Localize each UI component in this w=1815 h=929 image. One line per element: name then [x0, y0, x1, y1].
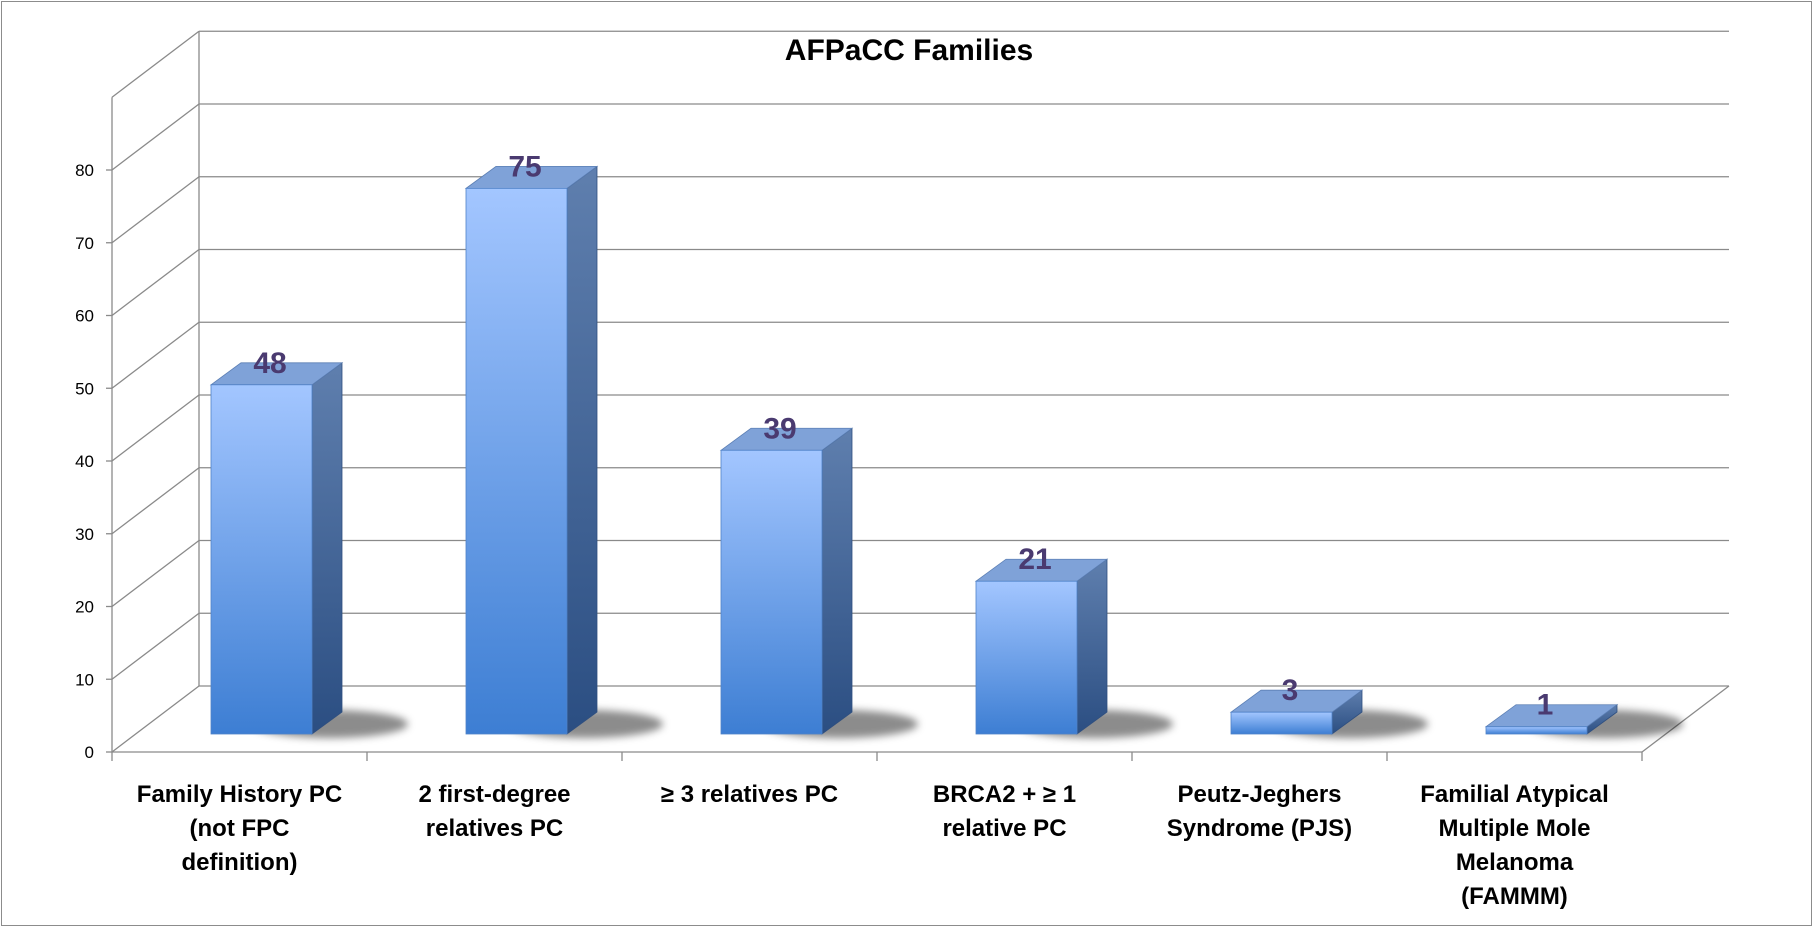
y-tick-label: 80	[75, 161, 94, 180]
x-tick-label: ≥ 3 relatives PC	[661, 781, 838, 808]
y-tick-label: 30	[75, 525, 94, 544]
gridline-side	[111, 176, 200, 244]
bar	[465, 187, 568, 735]
bar-side	[311, 362, 343, 735]
x-tick-label: Peutz-Jeghers Syndrome (PJS)	[1167, 781, 1352, 842]
bar	[1230, 711, 1333, 735]
data-label: 48	[253, 347, 286, 380]
bar-side	[566, 165, 598, 735]
x-tick-label-line: Familial Atypical	[1420, 781, 1609, 808]
x-tick-label-line: (not FPC	[190, 815, 290, 842]
y-tick-label: 0	[85, 743, 94, 762]
data-label: 3	[1282, 674, 1299, 707]
x-tick-label-line: relative PC	[942, 815, 1066, 842]
gridline-side	[111, 685, 200, 753]
x-tick-label-line: 2 first-degree	[418, 781, 570, 808]
x-tick-label-line: definition)	[182, 849, 298, 876]
bar-side	[821, 427, 853, 735]
data-label: 21	[1018, 543, 1051, 576]
floor-edge	[1641, 685, 1730, 753]
x-tick-label: 2 first-degree relatives PC	[418, 781, 570, 842]
data-label: 75	[508, 150, 541, 183]
y-tick-label: 20	[75, 598, 94, 617]
x-tick-label-line: (FAMMM)	[1461, 883, 1568, 910]
gridline-side	[111, 394, 200, 462]
bar	[1485, 726, 1588, 735]
y-tick-label: 60	[75, 307, 94, 326]
chart-title: AFPaCC Families	[785, 34, 1033, 67]
x-tick-label-line: Melanoma	[1456, 849, 1574, 876]
bar	[720, 449, 823, 735]
gridline-side	[111, 467, 200, 535]
x-tick-label-line: ≥ 3 relatives PC	[661, 781, 838, 808]
x-tick-label-line: Syndrome (PJS)	[1167, 815, 1352, 842]
x-tick-label: BRCA2 + ≥ 1 relative PC	[933, 781, 1076, 842]
y-tick-label: 50	[75, 379, 94, 398]
data-label: 1	[1537, 689, 1554, 722]
y-tick-label: 70	[75, 234, 94, 253]
bar-side	[1076, 558, 1108, 735]
gridline-side	[111, 612, 200, 680]
gridline-side	[111, 539, 200, 608]
x-tick-label-line: relatives PC	[426, 815, 563, 842]
x-tick-label-line: Peutz-Jeghers	[1177, 781, 1341, 808]
x-tick-label-line: Family History PC	[137, 781, 342, 808]
bar	[210, 384, 313, 735]
x-tick-label-line: BRCA2 + ≥ 1	[933, 781, 1076, 808]
x-tick-label-line: Multiple Mole	[1439, 815, 1591, 842]
y-tick-label: 40	[75, 452, 94, 471]
y-tick-label: 10	[75, 670, 94, 689]
gridline-side	[111, 248, 200, 317]
gridline-side	[111, 103, 200, 171]
gridline-side	[111, 321, 200, 389]
x-tick-label: Family History PC (not FPC definition)	[137, 781, 342, 876]
x-tick-label: Familial Atypical Multiple Mole Melanoma (F…	[1420, 781, 1609, 910]
bar	[975, 580, 1078, 735]
data-label: 39	[763, 412, 796, 445]
gridline-side	[111, 30, 200, 98]
